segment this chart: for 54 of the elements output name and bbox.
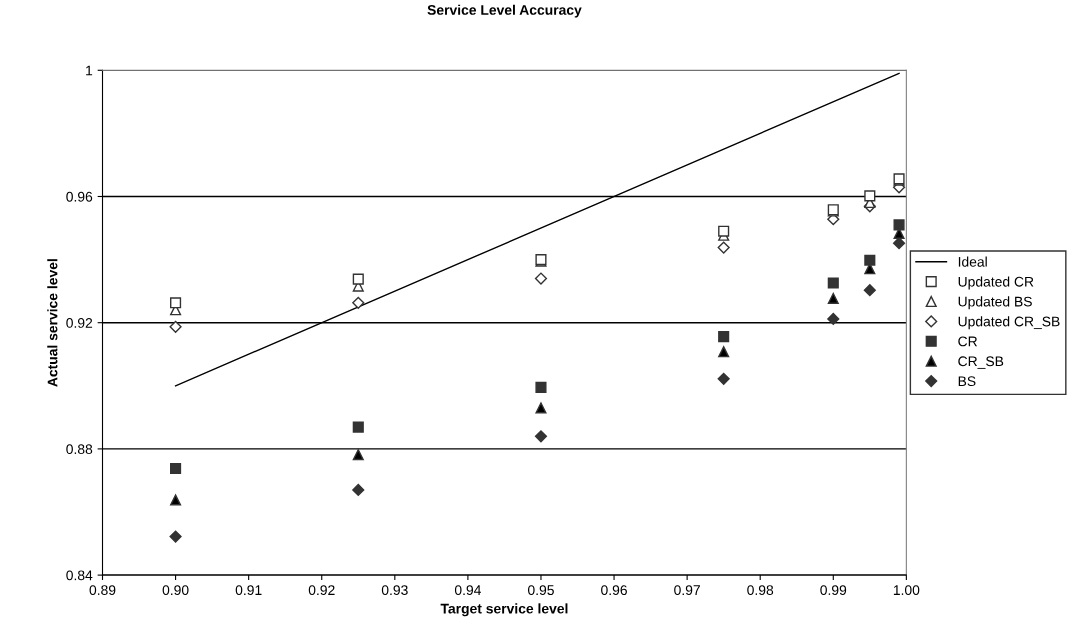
point — [352, 296, 365, 309]
legend-label: CR_SB — [958, 356, 1004, 369]
legend-label: Ideal — [958, 256, 987, 267]
point — [893, 219, 905, 231]
legend-label: Updated BS — [958, 296, 1032, 310]
x-tick-label: 0.97 — [674, 585, 700, 596]
point — [352, 483, 365, 497]
x-tick-label: 0.94 — [454, 585, 481, 596]
point — [170, 494, 182, 506]
point — [535, 381, 547, 393]
point — [352, 449, 364, 461]
x-axis-title: Target service level — [440, 603, 568, 617]
point — [718, 331, 730, 343]
point — [534, 272, 548, 285]
legend-label: Updated CR — [958, 276, 1034, 290]
point — [170, 462, 182, 475]
point — [169, 320, 182, 333]
x-tick-label: 0.90 — [162, 585, 189, 596]
x-tick-label: 0.98 — [747, 585, 774, 596]
point — [718, 225, 730, 237]
point — [718, 346, 730, 358]
x-tick-label: 0.89 — [89, 585, 116, 596]
x-tick-label: 0.99 — [820, 585, 847, 596]
point — [892, 237, 906, 250]
y-tick-label: 0.88 — [66, 444, 93, 455]
y-tick-label: 0.84 — [66, 570, 93, 581]
point — [827, 292, 839, 304]
y-tick-label: 1 — [86, 65, 93, 76]
y-axis-title: Actual service level — [47, 259, 58, 387]
point — [863, 284, 876, 297]
x-tick-label: 0.93 — [381, 585, 408, 596]
point — [864, 254, 876, 266]
x-tick-label: 0.92 — [308, 585, 335, 596]
point — [170, 297, 182, 309]
point — [717, 241, 730, 254]
point — [352, 273, 364, 285]
point — [827, 277, 839, 289]
y-tick-label: 0.96 — [66, 191, 93, 202]
legend-label: CR — [958, 336, 978, 347]
point — [864, 190, 876, 202]
legend-label: Updated CR_SB — [958, 316, 1060, 330]
x-tick-label: 0.95 — [528, 585, 554, 596]
legend-label: BS — [958, 376, 976, 387]
x-tick-label: 1.00 — [893, 585, 920, 596]
point — [717, 372, 730, 385]
y-tick-label: 0.92 — [66, 318, 93, 328]
point — [535, 402, 547, 414]
point — [827, 312, 840, 326]
point — [169, 530, 182, 543]
chart-title: Service Level Accuracy — [427, 4, 582, 18]
x-tick-label: 0.96 — [601, 585, 627, 596]
point — [352, 421, 364, 433]
point — [534, 430, 548, 443]
x-tick-label: 0.91 — [235, 585, 262, 596]
